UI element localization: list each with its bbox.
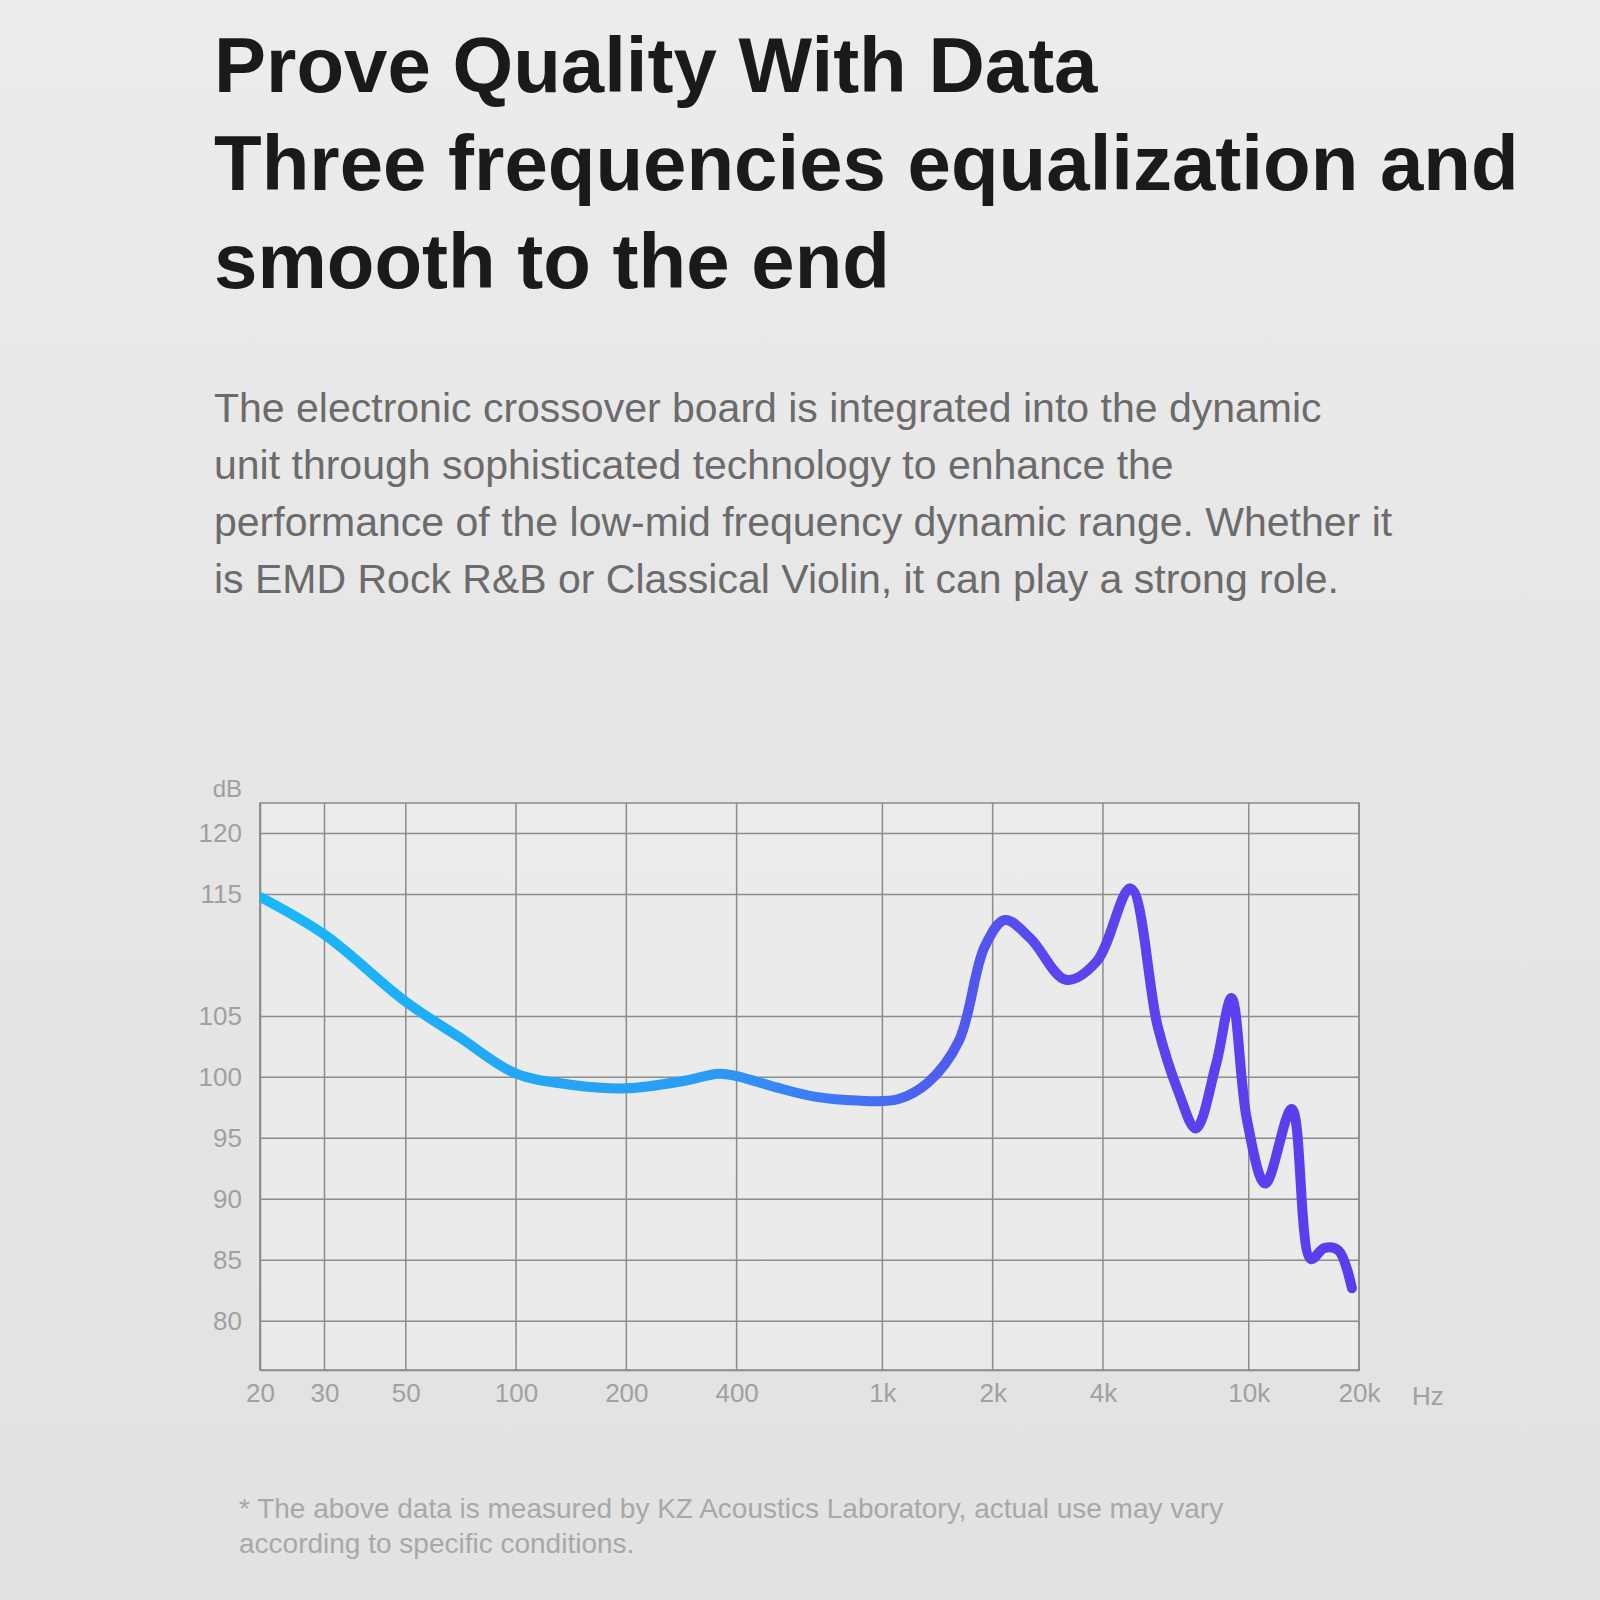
grid-line-x xyxy=(992,803,994,1370)
x-tick-label: 1k xyxy=(869,1378,897,1408)
y-tick-label: 85 xyxy=(213,1245,242,1275)
title: Prove Quality With Data xyxy=(214,16,1574,114)
subtitle: Three frequencies equalization and smoot… xyxy=(214,114,1554,310)
grid-line-y xyxy=(260,1260,1359,1262)
y-tick: 95 xyxy=(213,1123,260,1153)
x-tick: 50 xyxy=(392,1370,421,1408)
response-curve xyxy=(260,888,1352,1288)
grid-line-x xyxy=(736,803,738,1370)
x-tick-label: 200 xyxy=(605,1378,648,1408)
plot-area xyxy=(260,803,1359,1370)
grid-line-x xyxy=(324,803,326,1370)
x-axis-line xyxy=(261,1370,1360,1372)
grid-line-x xyxy=(1248,803,1250,1370)
y-tick: 90 xyxy=(213,1184,260,1214)
y-tick: 105 xyxy=(199,1001,260,1031)
grid-line-x xyxy=(405,803,407,1370)
x-tick: 200 xyxy=(605,1370,648,1408)
y-tick-label: 100 xyxy=(199,1062,242,1092)
y-tick-label: 90 xyxy=(213,1184,242,1214)
grid-line-y xyxy=(260,833,1359,835)
x-tick-label: 4k xyxy=(1090,1378,1118,1408)
x-tick-label: 50 xyxy=(392,1378,421,1408)
y-tick-label: 120 xyxy=(199,818,242,848)
x-tick: 4k xyxy=(1090,1370,1118,1408)
y-tick-label: 115 xyxy=(201,879,242,909)
grid-line-y xyxy=(260,1199,1359,1201)
y-tick: 120 xyxy=(199,818,260,848)
x-tick-label: 20k xyxy=(1339,1378,1382,1408)
x-tick-label: 100 xyxy=(495,1378,538,1408)
x-axis: 20 30 50 100 200 400 1k 2k 4k 10k 20k xyxy=(246,1370,1381,1408)
y-axis-line xyxy=(260,804,262,1371)
x-tick: 2k xyxy=(979,1370,1007,1408)
y-tick: 80 xyxy=(213,1306,260,1336)
x-tick: 400 xyxy=(715,1370,758,1408)
x-tick: 10k xyxy=(1228,1370,1271,1408)
grid-line-y xyxy=(260,1138,1359,1140)
x-tick: 30 xyxy=(311,1370,340,1408)
x-tick: 100 xyxy=(495,1370,538,1408)
x-tick: 20 xyxy=(246,1370,275,1408)
x-tick-label: 30 xyxy=(311,1378,340,1408)
y-tick-label: 80 xyxy=(213,1306,242,1336)
y-tick: 115 xyxy=(201,879,260,909)
y-tick-label: 105 xyxy=(199,1001,242,1031)
x-tick-label: 2k xyxy=(979,1378,1007,1408)
grid xyxy=(260,803,1359,1370)
x-tick-label: 20 xyxy=(246,1378,275,1408)
x-axis-label: Hz xyxy=(1412,1381,1444,1411)
x-tick-label: 400 xyxy=(715,1378,758,1408)
plot-frame xyxy=(260,803,1359,1370)
grid-line-y xyxy=(260,1077,1359,1079)
grid-line-y xyxy=(260,894,1359,896)
x-tick: 20k xyxy=(1339,1370,1382,1408)
x-tick-label: 10k xyxy=(1228,1378,1271,1408)
footnote: * The above data is measured by KZ Acous… xyxy=(239,1491,1319,1561)
plot-marks xyxy=(260,888,1352,1288)
grid-line-x xyxy=(515,803,517,1370)
grid-line-x xyxy=(1102,803,1104,1370)
x-tick: 1k xyxy=(869,1370,897,1408)
y-tick-label: 95 xyxy=(213,1123,242,1153)
y-tick: 100 xyxy=(199,1062,260,1092)
y-axis-label: dB xyxy=(213,775,242,802)
y-tick: 85 xyxy=(213,1245,260,1275)
grid-line-y xyxy=(260,1320,1359,1322)
description: The electronic crossover board is integr… xyxy=(214,380,1394,608)
grid-line-x xyxy=(882,803,884,1370)
y-axis: 120 115 105 100 95 90 85 80 xyxy=(199,804,261,1371)
